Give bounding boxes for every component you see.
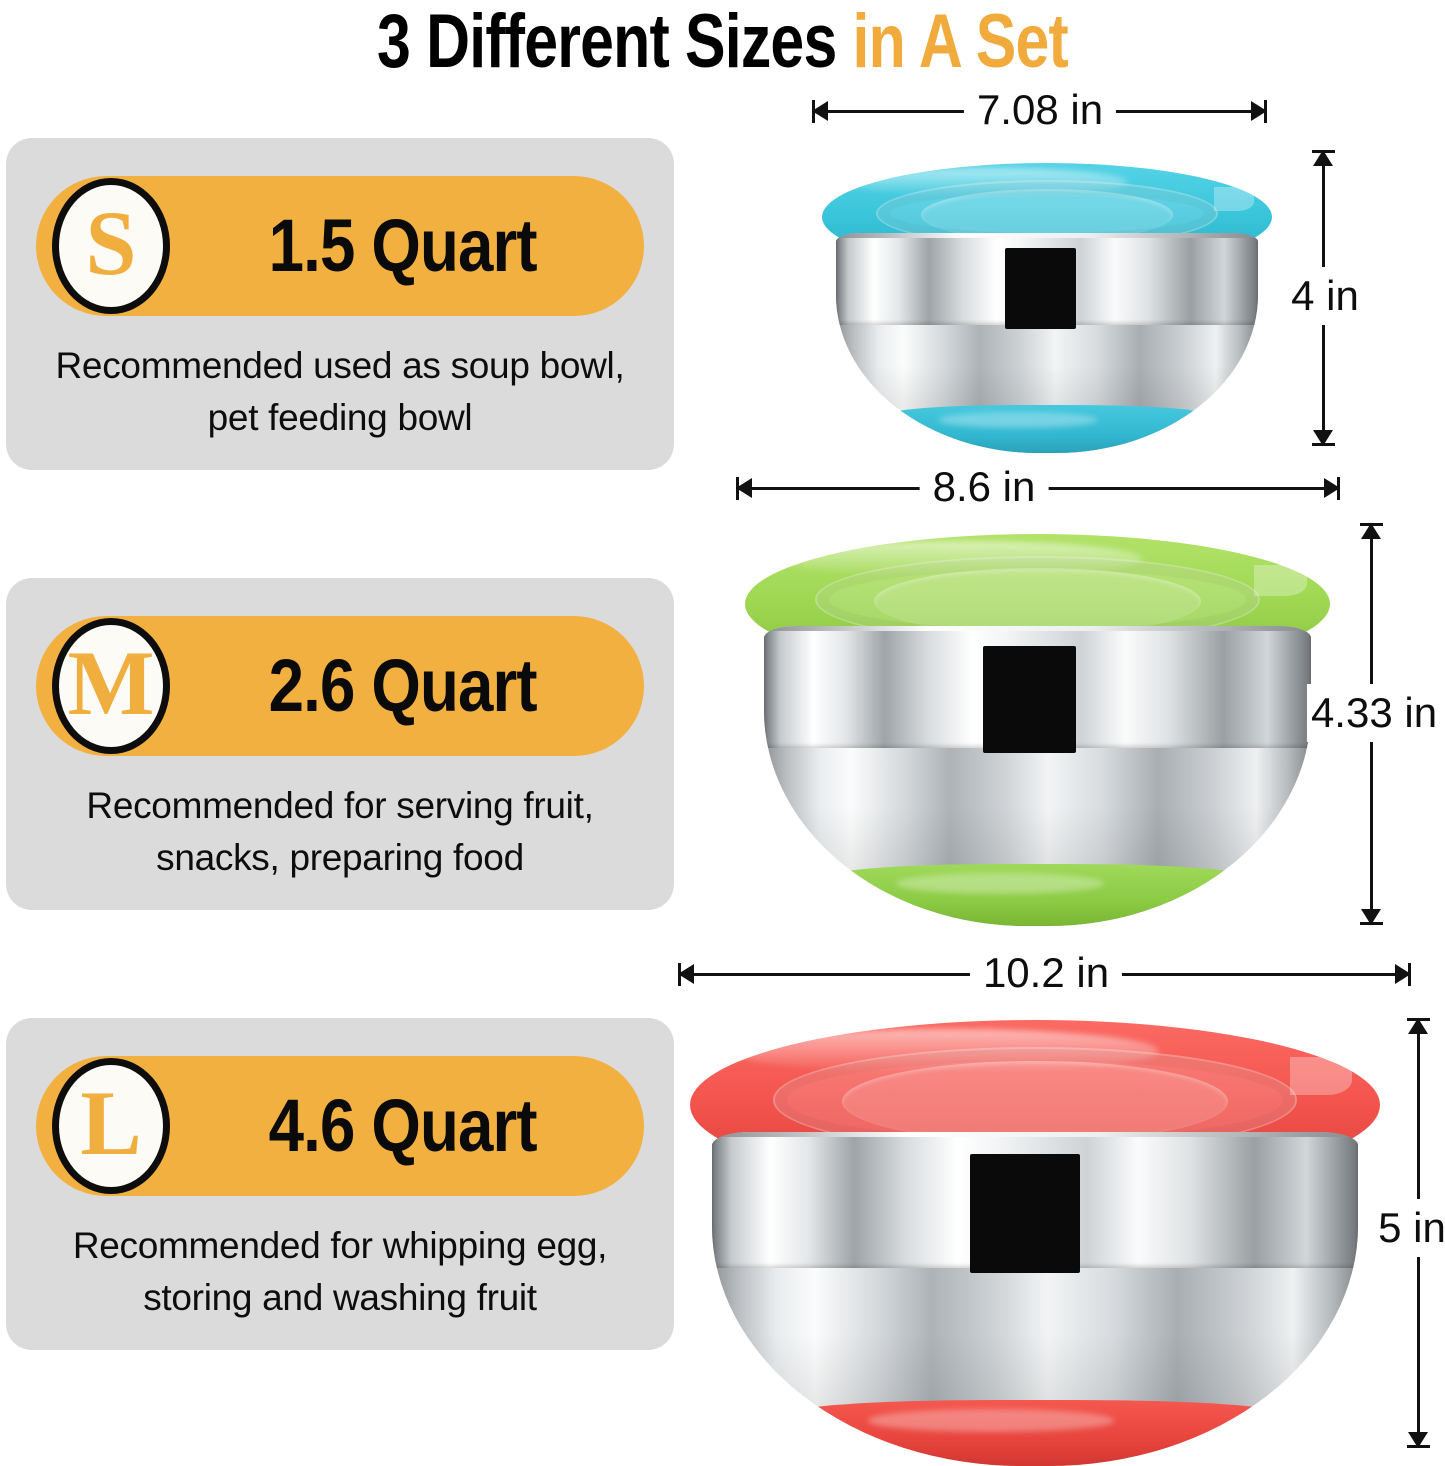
dimension-arrow-top — [1313, 150, 1333, 166]
dimension-label-height-small: 4 in — [1287, 267, 1363, 325]
bowl-rim-edge — [836, 233, 1258, 238]
lid-grip-tab — [1253, 564, 1307, 596]
size-capacity-label: 1.5 Quart — [268, 204, 538, 287]
size-badge-letter: L — [80, 1072, 142, 1174]
foot-highlight — [938, 411, 1099, 429]
lid-highlight — [849, 168, 1128, 197]
bowl-image-medium — [745, 534, 1330, 926]
foot-highlight — [896, 872, 1105, 894]
title-black-text: 3 Different Sizes — [377, 0, 853, 84]
dimension-arrow-top — [1408, 1018, 1428, 1034]
bowl-image-small — [822, 163, 1272, 453]
lid-center-disc — [841, 1060, 1229, 1143]
page-title: 3 Different Sizes in A Set — [145, 0, 1301, 86]
foot-highlight — [868, 1409, 1114, 1432]
size-badge-large: L — [52, 1058, 170, 1194]
dimension-arrow-right — [1395, 964, 1411, 984]
size-card-medium: M 2.6 Quart Recommended for serving frui… — [6, 578, 674, 910]
bowl-rim-reflection — [970, 1153, 1081, 1274]
size-pill-large: L 4.6 Quart — [36, 1056, 644, 1196]
size-badge-letter: S — [85, 192, 137, 294]
size-capacity-label: 2.6 Quart — [268, 644, 538, 727]
size-pill-small: S 1.5 Quart — [36, 176, 644, 316]
lid-grip-tab — [1290, 1057, 1353, 1095]
dimension-arrow-bottom — [1313, 430, 1333, 446]
size-description-large: Recommended for whipping egg, storing an… — [72, 1225, 608, 1318]
size-card-large: L 4.6 Quart Recommended for whipping egg… — [6, 1018, 674, 1350]
bowl-silicone-foot-red — [789, 1400, 1281, 1466]
bowl-lid-blue — [822, 163, 1272, 271]
bowl-steel-body — [763, 626, 1312, 926]
lid-center-disc — [873, 567, 1202, 635]
bowl-image-large — [690, 1020, 1380, 1466]
bowl-lid-green — [745, 534, 1330, 674]
dimension-arrow-left — [678, 964, 694, 984]
size-description-medium: Recommended for serving fruit, snacks, p… — [86, 785, 594, 878]
bowl-rim-reflection — [1004, 247, 1077, 329]
dimension-arrow-left — [812, 101, 828, 121]
bowl-silicone-foot-green — [829, 864, 1246, 926]
dimension-label-width-large: 10.2 in — [969, 950, 1123, 996]
lid-highlight — [780, 541, 1143, 578]
bowl-steel-body — [712, 1132, 1358, 1466]
bowl-mirror-rim — [712, 1132, 1358, 1274]
dimension-arrow-bottom — [1361, 909, 1381, 925]
title-orange-text: in A Set — [852, 0, 1069, 84]
bowl-rim-edge — [712, 1132, 1358, 1137]
bowl-mirror-rim — [836, 233, 1258, 329]
size-description-small: Recommended used as soup bowl, pet feedi… — [55, 345, 625, 438]
dimension-arrow-right — [1324, 478, 1340, 498]
dimension-arrow-top — [1361, 523, 1381, 539]
dimension-label-height-medium: 4.33 in — [1306, 684, 1442, 742]
bowl-steel-body — [836, 233, 1258, 453]
size-badge-letter: M — [67, 632, 155, 734]
dimension-label-height-large: 5 in — [1374, 1199, 1445, 1257]
dimension-arrow-left — [736, 478, 752, 498]
size-badge-small: S — [52, 178, 170, 314]
lid-grip-tab — [1213, 186, 1254, 211]
bowl-rim-edge — [763, 626, 1312, 631]
dimension-arrow-bottom — [1408, 1432, 1428, 1448]
size-card-small: S 1.5 Quart Recommended used as soup bow… — [6, 138, 674, 470]
size-capacity-label: 4.6 Quart — [268, 1084, 538, 1167]
bowl-rim-reflection — [982, 645, 1076, 753]
bowl-mirror-rim — [763, 626, 1312, 753]
size-pill-medium: M 2.6 Quart — [36, 616, 644, 756]
bowl-silicone-foot-blue — [886, 405, 1208, 453]
lid-highlight — [731, 1028, 1160, 1073]
size-badge-medium: M — [52, 618, 170, 754]
dimension-arrow-right — [1251, 101, 1267, 121]
dimension-label-width-medium: 8.6 in — [919, 464, 1049, 510]
dimension-label-width-small: 7.08 in — [963, 87, 1117, 133]
